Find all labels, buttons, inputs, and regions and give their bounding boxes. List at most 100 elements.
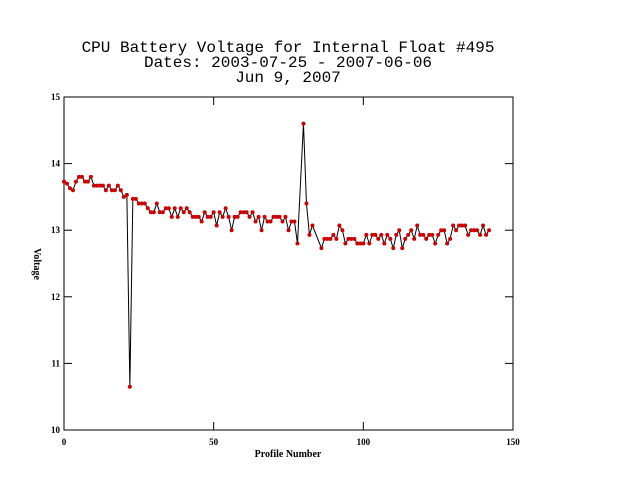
x-tick-label: 150 — [506, 437, 520, 447]
data-point — [292, 219, 297, 224]
data-point — [253, 219, 258, 224]
data-point — [91, 183, 96, 188]
data-point — [121, 194, 126, 199]
data-point — [460, 223, 465, 228]
y-tick-label: 15 — [51, 92, 61, 102]
data-point — [310, 223, 315, 228]
data-point — [172, 206, 177, 211]
data-point — [463, 223, 468, 228]
data-point — [385, 232, 390, 237]
data-point — [202, 210, 207, 215]
data-point — [94, 183, 99, 188]
y-tick-label: 14 — [51, 159, 61, 169]
data-point — [208, 214, 213, 219]
data-point — [142, 201, 147, 206]
data-point — [397, 228, 402, 233]
data-point — [196, 214, 201, 219]
data-point — [319, 246, 324, 251]
data-point — [409, 228, 414, 233]
data-point — [394, 232, 399, 237]
data-point — [130, 196, 135, 201]
data-point — [430, 232, 435, 237]
data-point — [388, 236, 393, 241]
chart-title: CPU Battery Voltage for Internal Float #… — [82, 39, 495, 57]
data-point — [106, 183, 111, 188]
data-point — [457, 223, 462, 228]
data-point — [124, 192, 129, 197]
data-point — [62, 179, 66, 184]
data-point — [436, 232, 441, 237]
data-point — [76, 174, 81, 179]
data-point — [247, 214, 252, 219]
data-point — [322, 236, 327, 241]
data-point — [226, 214, 231, 219]
y-tick-label: 10 — [51, 425, 61, 435]
data-point — [439, 228, 444, 233]
data-point — [244, 210, 249, 215]
data-point — [415, 223, 420, 228]
data-point — [343, 241, 348, 246]
data-point — [475, 228, 480, 233]
data-point — [127, 384, 132, 389]
data-point — [214, 223, 219, 228]
data-point — [220, 214, 225, 219]
data-point — [97, 183, 102, 188]
data-point — [157, 210, 162, 215]
data-point — [280, 219, 285, 224]
data-point — [382, 241, 387, 246]
data-point — [445, 241, 450, 246]
data-point — [154, 201, 159, 206]
data-point — [265, 219, 270, 224]
data-point — [100, 183, 105, 188]
data-point — [160, 210, 165, 215]
data-point — [151, 210, 156, 215]
data-point — [178, 206, 183, 211]
y-tick-label: 13 — [51, 225, 61, 235]
data-point — [184, 206, 189, 211]
data-point — [472, 228, 477, 233]
data-point — [307, 232, 312, 237]
data-point — [352, 236, 357, 241]
chart-subtitle: Dates: 2003-07-25 - 2007-06-06 — [144, 54, 432, 72]
data-point — [67, 186, 72, 191]
data-point — [451, 223, 456, 228]
data-point — [169, 214, 174, 219]
data-point — [262, 214, 267, 219]
data-point — [73, 179, 78, 184]
data-point — [283, 214, 288, 219]
y-axis-label: Voltage — [31, 248, 42, 280]
data-point — [334, 236, 339, 241]
data-point — [454, 228, 459, 233]
data-point — [418, 232, 423, 237]
data-point — [118, 188, 123, 193]
data-point — [358, 241, 363, 246]
data-point — [277, 214, 282, 219]
data-point — [421, 232, 426, 237]
data-point — [136, 201, 141, 206]
y-tick-label: 11 — [51, 358, 60, 368]
data-point — [187, 210, 192, 215]
data-point — [112, 188, 117, 193]
x-tick-label: 50 — [209, 437, 219, 447]
data-point — [412, 236, 417, 241]
data-point — [427, 232, 432, 237]
data-point — [238, 210, 243, 215]
data-point — [331, 232, 336, 237]
data-point — [145, 206, 150, 211]
data-point — [211, 210, 216, 215]
data-point — [289, 219, 294, 224]
data-point — [433, 241, 438, 246]
x-axis-label: Profile Number — [255, 449, 322, 460]
data-point — [79, 174, 84, 179]
data-point — [466, 232, 471, 237]
data-point — [337, 223, 342, 228]
data-point — [274, 214, 279, 219]
data-point — [328, 236, 333, 241]
data-point — [355, 241, 360, 246]
data-point — [406, 232, 411, 237]
data-point — [85, 179, 90, 184]
data-point — [115, 183, 120, 188]
data-point — [271, 214, 276, 219]
data-point — [64, 181, 69, 186]
